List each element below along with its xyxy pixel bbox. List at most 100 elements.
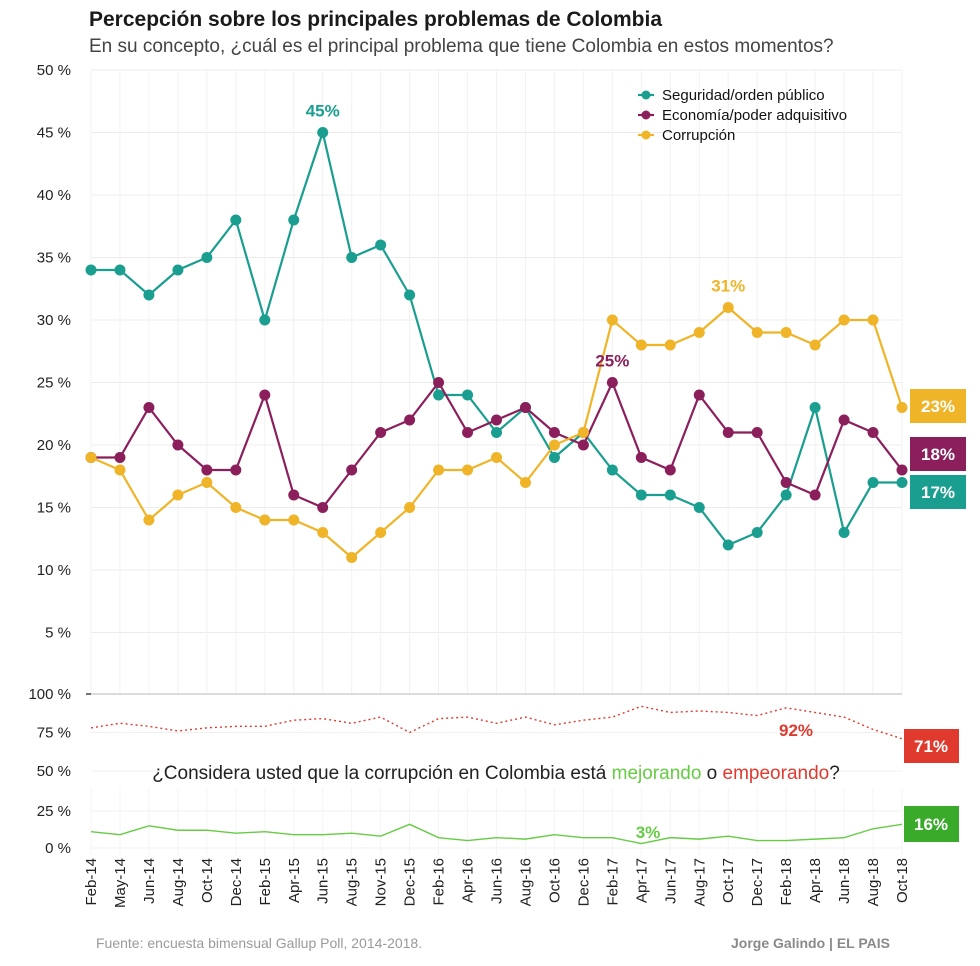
data-point bbox=[548, 427, 560, 438]
end-label: 71% bbox=[914, 737, 948, 756]
data-point bbox=[722, 539, 734, 551]
data-point bbox=[577, 439, 589, 451]
data-point bbox=[491, 427, 502, 438]
data-point bbox=[288, 514, 300, 526]
data-point bbox=[838, 414, 850, 426]
y-tick-label: 20 % bbox=[37, 437, 71, 454]
y-tick-label: 10 % bbox=[37, 562, 71, 579]
peak-label: 25% bbox=[595, 352, 629, 371]
x-tick-label: Aug-16 bbox=[517, 858, 534, 906]
y-tick-label: 25 % bbox=[37, 375, 71, 392]
data-point bbox=[143, 514, 155, 526]
y-tick-label: 35 % bbox=[37, 250, 71, 267]
data-point bbox=[404, 289, 416, 301]
x-tick-label: Dec-14 bbox=[228, 858, 245, 906]
data-point bbox=[230, 502, 242, 513]
end-label-box bbox=[904, 806, 959, 842]
end-label: 17% bbox=[921, 483, 955, 502]
data-point bbox=[751, 527, 763, 538]
data-point bbox=[635, 452, 647, 463]
data-point bbox=[664, 464, 676, 476]
x-tick-label: Aug-17 bbox=[691, 858, 708, 906]
legend-label: Seguridad/orden público bbox=[662, 87, 825, 104]
x-tick-label: Feb-18 bbox=[778, 858, 795, 906]
question-segment: o bbox=[701, 763, 722, 784]
x-tick-label: Dec-16 bbox=[575, 858, 592, 906]
x-tick-label: Apr-17 bbox=[633, 858, 650, 903]
x-tick-label: Aug-14 bbox=[170, 858, 187, 906]
data-point bbox=[751, 427, 763, 438]
source-note: Fuente: encuesta bimensual Gallup Poll, … bbox=[96, 935, 423, 951]
x-tick-label: Feb-16 bbox=[431, 858, 448, 906]
data-point bbox=[722, 302, 734, 313]
data-point bbox=[809, 489, 821, 501]
data-point bbox=[288, 489, 300, 501]
data-point bbox=[722, 427, 734, 438]
data-point bbox=[143, 402, 155, 413]
data-point bbox=[462, 464, 474, 476]
legend-label: Corrupción bbox=[662, 127, 735, 144]
y-tick-label: 25 % bbox=[37, 803, 71, 820]
data-point bbox=[375, 427, 387, 438]
low-label: 3% bbox=[636, 823, 661, 842]
data-point bbox=[375, 239, 387, 251]
legend-marker bbox=[641, 90, 651, 100]
data-point bbox=[172, 264, 184, 276]
end-label-box bbox=[910, 475, 966, 509]
data-point bbox=[780, 477, 792, 488]
data-point bbox=[577, 427, 589, 438]
data-point bbox=[317, 127, 329, 138]
question-segment: empeorando bbox=[723, 763, 830, 784]
data-point bbox=[201, 464, 213, 476]
peak-label: 45% bbox=[306, 102, 340, 121]
x-tick-label: Dec-15 bbox=[402, 858, 419, 906]
data-point bbox=[259, 389, 271, 401]
data-point bbox=[809, 339, 821, 351]
data-point bbox=[433, 464, 445, 476]
data-point bbox=[201, 252, 213, 263]
data-point bbox=[375, 527, 387, 538]
data-point bbox=[201, 477, 213, 488]
y-tick-label: 15 % bbox=[37, 500, 71, 517]
data-point bbox=[143, 289, 155, 301]
peak-label: 92% bbox=[779, 721, 813, 740]
x-tick-label: Feb-15 bbox=[257, 858, 274, 906]
x-tick-label: Jun-14 bbox=[141, 858, 158, 904]
x-tick-label: Nov-15 bbox=[373, 858, 390, 906]
x-tick-label: Feb-17 bbox=[604, 858, 621, 906]
data-point bbox=[867, 314, 879, 326]
data-point bbox=[491, 452, 502, 463]
y-tick-label: 40 % bbox=[37, 187, 71, 204]
data-point bbox=[346, 552, 358, 563]
data-point bbox=[838, 314, 850, 326]
x-tick-label: Apr-16 bbox=[460, 858, 477, 903]
data-point bbox=[780, 327, 792, 338]
data-point bbox=[838, 527, 850, 538]
data-point bbox=[433, 377, 445, 388]
x-tick-label: Jun-16 bbox=[489, 858, 506, 904]
data-point bbox=[635, 489, 647, 501]
data-point bbox=[346, 252, 358, 263]
data-point bbox=[259, 514, 271, 526]
data-point bbox=[172, 489, 184, 501]
data-point bbox=[491, 414, 502, 426]
question-segment: mejorando bbox=[612, 763, 702, 784]
x-tick-label: Apr-15 bbox=[286, 858, 303, 903]
question-segment: ? bbox=[829, 763, 840, 784]
data-point bbox=[664, 489, 676, 501]
chart-subtitle: En su concepto, ¿cuál es el principal pr… bbox=[89, 36, 834, 57]
data-point bbox=[85, 452, 97, 463]
data-point bbox=[664, 339, 676, 351]
data-point bbox=[433, 389, 445, 401]
data-point bbox=[896, 464, 908, 476]
x-tick-label: Jun-18 bbox=[836, 858, 853, 904]
end-label-box bbox=[904, 729, 959, 763]
data-point bbox=[606, 314, 618, 326]
series-line bbox=[90, 705, 903, 740]
data-point bbox=[606, 377, 618, 388]
end-label: 23% bbox=[921, 397, 955, 416]
y-tick-label: 0 % bbox=[45, 840, 71, 857]
data-point bbox=[693, 502, 705, 513]
data-point bbox=[693, 327, 705, 338]
